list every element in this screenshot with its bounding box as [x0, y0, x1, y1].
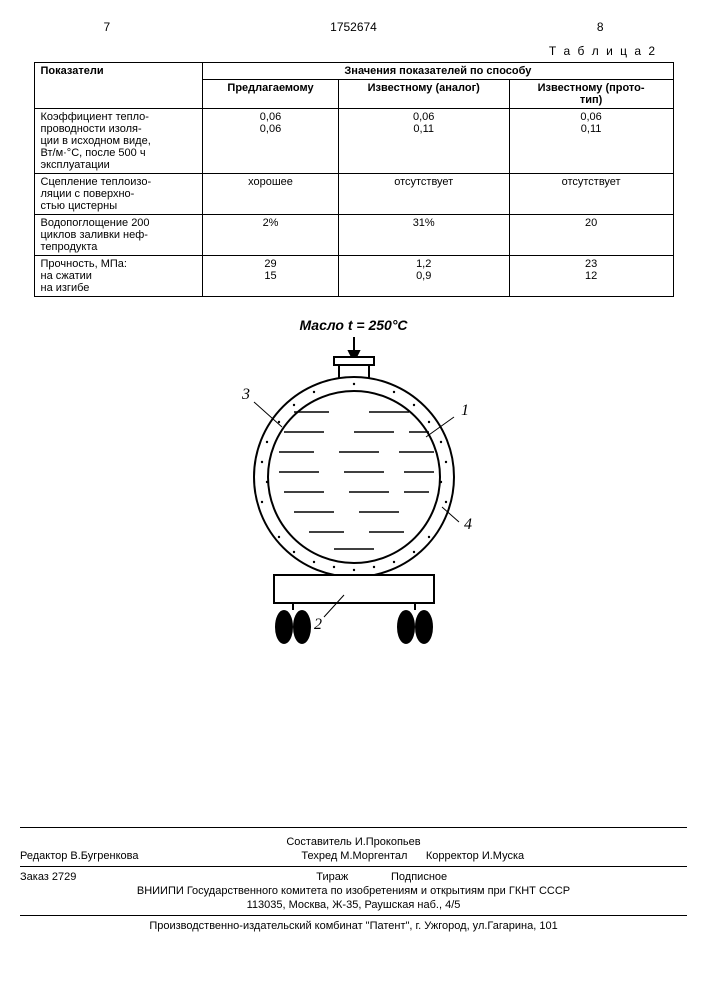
footer-printer: Производственно-издательский комбинат "П… — [20, 920, 687, 932]
cell: 31% — [338, 215, 509, 256]
table-row: Коэффициент тепло- проводности изоля- ци… — [34, 109, 673, 174]
footer-techred: Техред М.Моргентал — [301, 850, 407, 862]
row-label: Прочность, МПа: на сжатии на изгибе — [34, 256, 203, 297]
cell: 2312 — [509, 256, 673, 297]
table-row: Сцепление теплоизо- ляции с поверхно- ст… — [34, 174, 673, 215]
cell: 2% — [203, 215, 338, 256]
col-header-2: Известному (аналог) — [338, 80, 509, 109]
cell: 0,060,11 — [338, 109, 509, 174]
diagram: Масло t = 250°C — [20, 317, 687, 667]
diagram-label: Масло t = 250°C — [20, 317, 687, 333]
callout-1: 1 — [461, 402, 469, 419]
col-header-span: Значения показателей по способу — [203, 63, 673, 80]
footer-compiler: Составитель И.Прокопьев — [20, 836, 687, 848]
page-header: 7 1752674 8 — [104, 20, 604, 34]
row-label: Сцепление теплоизо- ляции с поверхно- ст… — [34, 174, 203, 215]
footer-order: Заказ 2729 — [20, 871, 76, 883]
footer: Составитель И.Прокопьев Редактор В.Бугре… — [20, 827, 687, 932]
footer-editor: Редактор В.Бугренкова — [20, 850, 139, 862]
page-num-left: 7 — [104, 20, 111, 34]
callout-3: 3 — [241, 386, 250, 403]
cell: 1,20,9 — [338, 256, 509, 297]
table-caption: Т а б л и ц а 2 — [20, 44, 657, 58]
table-row: Водопоглощение 200 циклов заливки неф- т… — [34, 215, 673, 256]
cell: 0,060,06 — [203, 109, 338, 174]
col-header-1: Предлагаемому — [203, 80, 338, 109]
footer-corrector: Корректор И.Муска — [426, 850, 524, 862]
cell: отсутствует — [338, 174, 509, 215]
col-header-indicators: Показатели — [34, 63, 203, 109]
page-num-right: 8 — [597, 20, 604, 34]
cell: 0,060,11 — [509, 109, 673, 174]
row-label: Водопоглощение 200 циклов заливки неф- т… — [34, 215, 203, 256]
callout-2: 2 — [314, 616, 322, 633]
footer-tirage: Тираж — [316, 871, 348, 883]
patent-number: 1752674 — [330, 20, 377, 34]
cell: 2915 — [203, 256, 338, 297]
cell: 20 — [509, 215, 673, 256]
cell: хорошее — [203, 174, 338, 215]
footer-org: ВНИИПИ Государственного комитета по изоб… — [20, 885, 687, 897]
row-label: Коэффициент тепло- проводности изоля- ци… — [34, 109, 203, 174]
footer-sign: Подписное — [391, 871, 447, 883]
table-row: Прочность, МПа: на сжатии на изгибе 2915… — [34, 256, 673, 297]
col-header-3: Известному (прото- тип) — [509, 80, 673, 109]
callout-4: 4 — [464, 516, 472, 533]
cell: отсутствует — [509, 174, 673, 215]
data-table: Показатели Значения показателей по спосо… — [34, 62, 674, 297]
footer-addr: 113035, Москва, Ж-35, Раушская наб., 4/5 — [20, 899, 687, 911]
tank-diagram-svg: 3 1 4 2 — [194, 337, 514, 667]
